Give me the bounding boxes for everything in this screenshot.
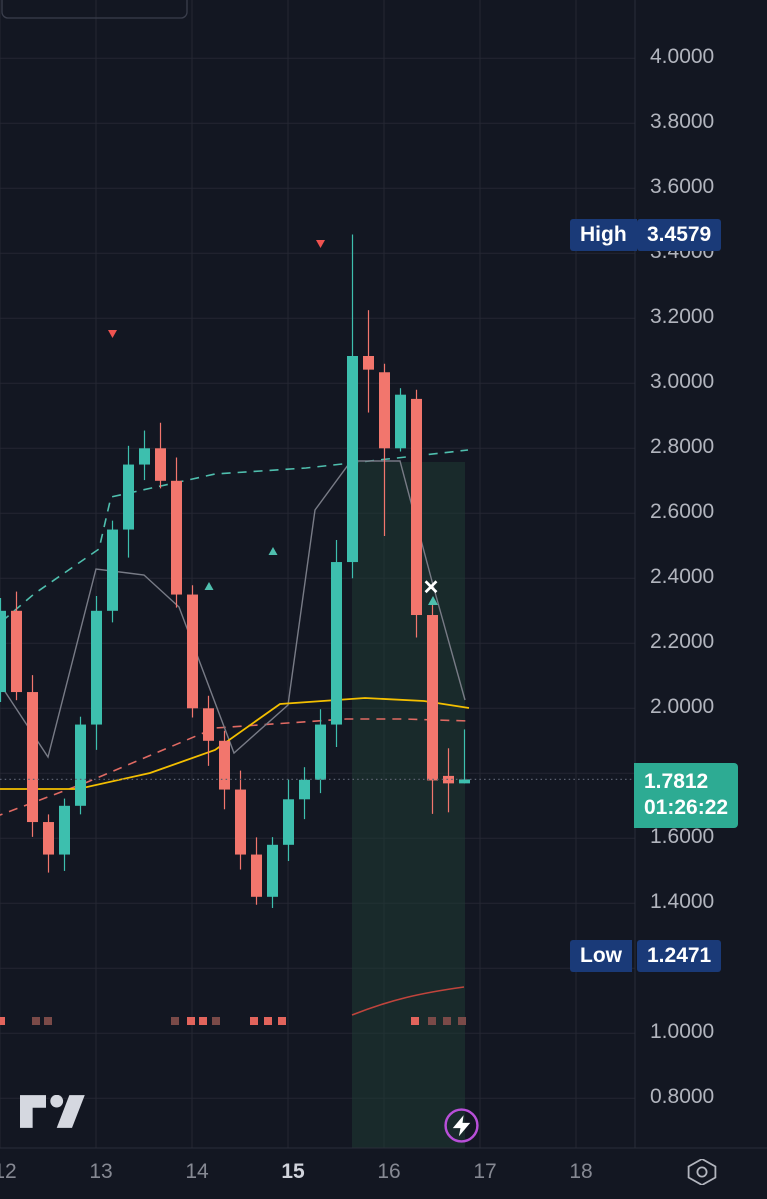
- svg-text:✕: ✕: [423, 577, 440, 599]
